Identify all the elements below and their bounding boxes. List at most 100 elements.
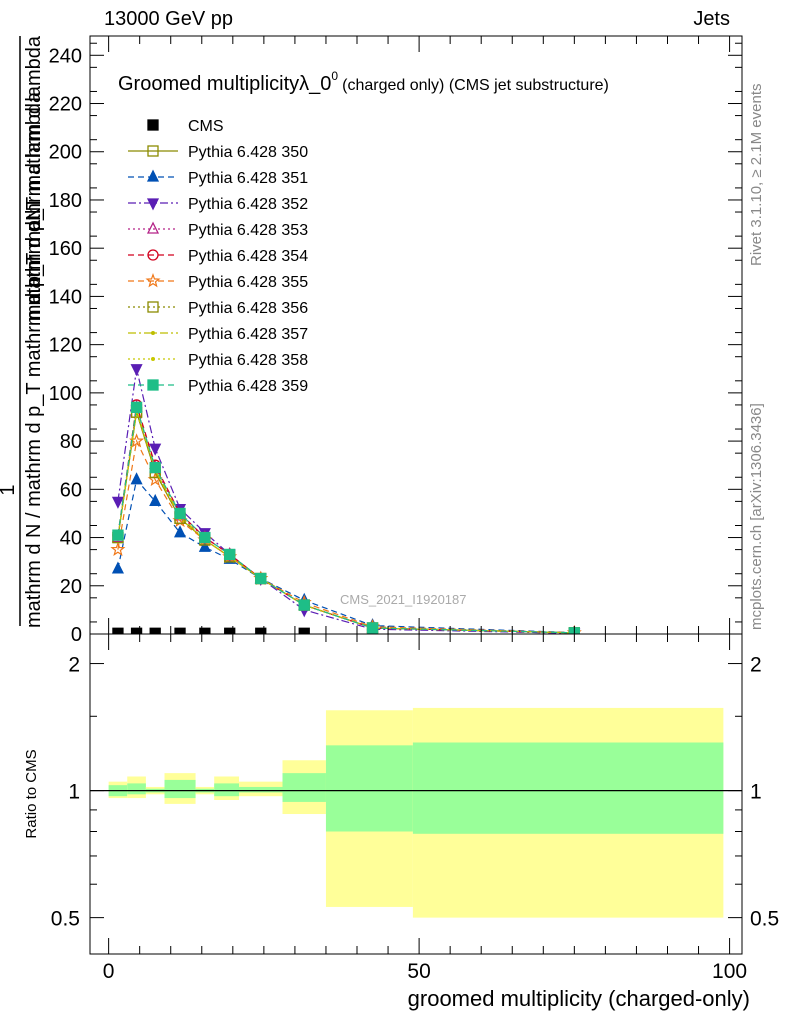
main-ytick-label-8: 160 [49,238,82,260]
legend-label-6: Pythia 6.428 355 [188,274,308,291]
legend-label-2: Pythia 6.428 351 [188,170,308,187]
legend-label-8: Pythia 6.428 357 [188,326,308,343]
series-2-point-0 [111,561,124,574]
main-plot-title: Groomed multiplicityλ_00(charged only) (… [118,69,609,95]
series-10-point-4 [199,531,211,544]
series-10-point-5 [224,548,236,561]
series-2 [111,472,579,634]
series-10-point-3 [174,507,186,520]
legend-label-3: Pythia 6.428 352 [188,196,308,213]
legend-marker-2 [146,169,160,182]
ratio-ytick-label-0: 0.5 [51,908,80,931]
series-0-point-7 [298,627,310,634]
y-axis-label-numerator: mathrm dN [23,207,45,306]
series-0-point-2 [149,627,161,634]
x-tick-label-2: 100 [712,960,747,983]
analysis-watermark: CMS_2021_I1920187 [340,592,467,607]
series-10-point-7 [298,599,310,611]
series-10-point-1 [130,401,143,413]
x-axis-label: groomed multiplicity (charged-only) [408,986,750,1011]
series-2-point-3 [173,525,187,538]
series-0-point-0 [112,627,124,634]
ratio-ytick-label-right-2: 2 [750,654,762,677]
legend-marker-0 [147,119,159,131]
series-10 [112,401,580,634]
series-2-point-1 [130,472,143,485]
legend-marker-8 [151,331,155,335]
legend-label-0: CMS [188,118,224,135]
series-3-point-1 [130,364,143,377]
main-ytick-label-12: 240 [49,45,82,67]
x-tick-label-0: 0 [103,960,115,983]
main-ytick-label-0: 0 [71,624,82,646]
legend-label-9: Pythia 6.428 358 [188,352,308,369]
process-label: 13000 GeV pp [104,8,233,30]
main-ytick-label-10: 200 [49,142,82,164]
legend-marker-9 [151,357,155,361]
legend-marker-6 [145,273,161,288]
series-0-point-6 [255,627,267,634]
uncertainty-band-inner-9 [412,742,724,834]
uncertainty-band-inner-7 [282,773,326,802]
series-2-point-2 [149,493,162,507]
y-axis-label-numerator-2: mathrm d p_T mathrm d lambda [23,35,45,321]
legend-label-4: Pythia 6.428 353 [188,222,308,239]
legend: CMS Pythia 6.428 350 Pythia 6.428 351 Pythi… [128,118,308,395]
series-2-point-4 [198,539,211,552]
main-ytick-label-5: 100 [49,383,82,405]
ratio-plot-frame [89,633,743,955]
uncertainty-band-inner-6 [239,786,283,793]
uncertainty-band-inner-1 [127,783,146,795]
ratio-ytick-label-2: 2 [68,654,80,677]
series-0-point-1 [130,627,143,634]
ratio-y-axis-label: Ratio to CMS [23,749,40,838]
main-ytick-label-9: 180 [49,190,82,212]
legend-marker-4 [146,221,160,234]
main-plot-series [110,364,582,634]
legend-label-10: Pythia 6.428 359 [188,378,308,395]
series-10-line [117,407,575,634]
x-tick-label-1: 50 [407,960,430,983]
series-6-point-0 [110,541,126,557]
main-ytick-label-6: 120 [49,335,82,357]
main-ytick-label-1: 20 [60,576,82,598]
series-0-point-4 [199,627,211,634]
ratio-bands [90,707,742,918]
series-0-point-5 [224,627,236,634]
y-axis-label-one: 1 [0,484,19,495]
uncertainty-band-inner-3 [164,779,196,799]
series-0 [112,627,310,634]
series-3-point-2 [149,443,162,456]
main-ytick-label-11: 220 [49,94,82,116]
series-10-point-6 [255,572,267,585]
category-label: Jets [693,8,730,30]
legend-marker-1 [147,145,159,157]
legend-marker-7 [147,301,159,313]
series-3-point-0 [111,496,124,509]
legend-marker-3 [146,198,160,211]
ratio-ytick-label-right-1: 1 [750,781,762,804]
legend-marker-10 [147,379,159,391]
series-10-point-2 [149,461,161,474]
main-ytick-label-4: 80 [60,431,82,453]
series-6-line [117,439,575,634]
y-axis-label-denominator: mathrm d N / mathrm d p_T mathrm d p_T m… [23,91,45,628]
series-5-line [117,404,575,634]
main-ytick-label-3: 60 [60,479,82,501]
ratio-ytick-label-1: 1 [68,781,80,804]
uncertainty-band-inner-8 [325,745,413,832]
ratio-ytick-label-right-0: 0.5 [750,908,779,931]
series-3-line [117,368,575,634]
legend-label-5: Pythia 6.428 354 [188,248,308,265]
series-10-point-8 [366,622,379,634]
legend-label-7: Pythia 6.428 356 [188,300,308,317]
series-0-point-3 [174,627,186,634]
legend-marker-5 [147,249,159,261]
main-ytick-label-7: 140 [49,286,82,308]
main-ytick-label-2: 40 [60,528,82,550]
series-10-point-0 [112,529,124,541]
series-2-line [117,478,575,634]
uncertainty-band-inner-5 [214,783,240,797]
